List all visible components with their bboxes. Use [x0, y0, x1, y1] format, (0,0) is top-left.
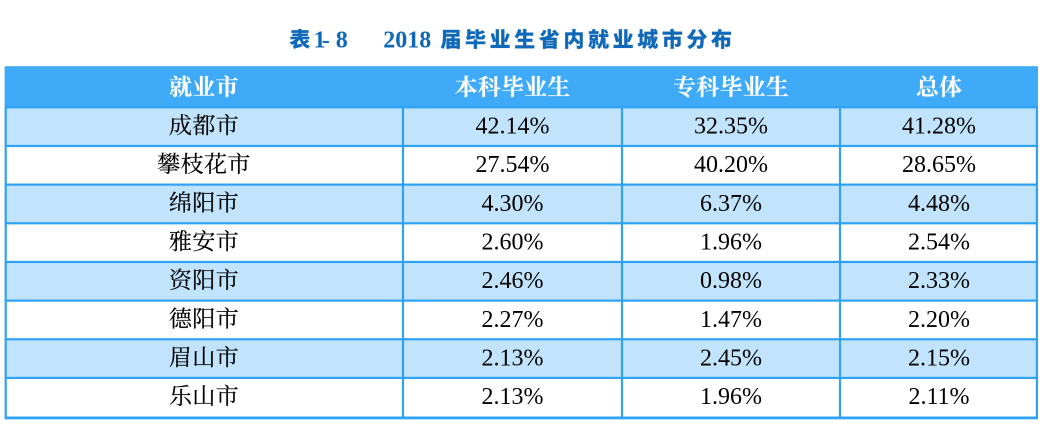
svg-text:0.98%: 0.98% [700, 268, 762, 294]
svg-text:6.37%: 6.37% [700, 191, 762, 217]
svg-text:2.45%: 2.45% [700, 345, 762, 371]
svg-text:2.60%: 2.60% [482, 229, 544, 255]
svg-text:2018: 2018 [383, 28, 431, 54]
svg-text:1.96%: 1.96% [700, 229, 762, 255]
svg-text:40.20%: 40.20% [694, 152, 768, 178]
svg-text:2.15%: 2.15% [908, 345, 970, 371]
svg-text:2.54%: 2.54% [908, 229, 970, 255]
svg-text:2.27%: 2.27% [482, 307, 544, 333]
svg-text:41.28%: 41.28% [902, 114, 976, 140]
svg-text:2.13%: 2.13% [482, 345, 544, 371]
svg-text:2.13%: 2.13% [482, 384, 544, 410]
svg-text:32.35%: 32.35% [694, 114, 768, 140]
svg-text:1.96%: 1.96% [700, 384, 762, 410]
svg-text:2.46%: 2.46% [482, 268, 544, 294]
svg-text:4.30%: 4.30% [482, 191, 544, 217]
svg-text:4.48%: 4.48% [908, 191, 970, 217]
svg-text:2.20%: 2.20% [908, 307, 970, 333]
svg-text:2.33%: 2.33% [908, 268, 970, 294]
svg-text:28.65%: 28.65% [902, 152, 976, 178]
svg-text:2.11%: 2.11% [908, 384, 969, 410]
svg-text:1.47%: 1.47% [700, 307, 762, 333]
svg-text:27.54%: 27.54% [476, 152, 550, 178]
svg-text:42.14%: 42.14% [476, 114, 550, 140]
